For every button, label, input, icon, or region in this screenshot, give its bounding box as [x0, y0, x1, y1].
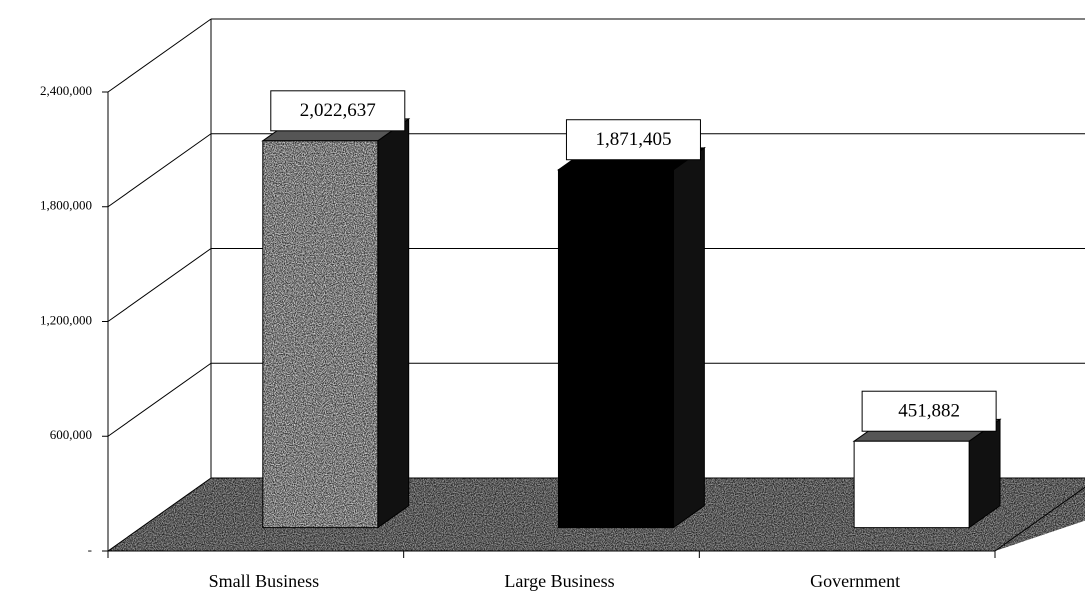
x-tick-label: Large Business — [504, 571, 614, 591]
bar-side — [672, 146, 705, 529]
y-tick-label: 1,200,000 — [40, 312, 92, 327]
grid-line — [107, 133, 212, 208]
value-label: 2,022,637 — [300, 100, 376, 121]
value-label: 1,871,405 — [595, 129, 671, 150]
value-label-box — [861, 390, 997, 432]
y-tick-label: 1,800,000 — [40, 198, 92, 213]
x-tick-label: Small Business — [209, 571, 320, 591]
x-tick-label: Government — [810, 571, 900, 591]
value-label: 451,882 — [898, 401, 960, 422]
bar — [853, 440, 970, 529]
grid-line — [107, 477, 212, 552]
value-label-box — [565, 119, 701, 161]
floor-edge — [994, 486, 1085, 552]
y-tick-label: 2,400,000 — [40, 83, 92, 98]
value-label-box — [270, 90, 406, 132]
grid-line — [107, 18, 212, 93]
bar-side — [377, 117, 410, 529]
y-tick-label: - — [88, 542, 92, 557]
grid-line — [107, 248, 212, 322]
grid-line — [107, 362, 212, 437]
y-tick-label: 600,000 — [50, 427, 92, 442]
bar-texture — [262, 140, 378, 528]
bar — [557, 169, 674, 529]
